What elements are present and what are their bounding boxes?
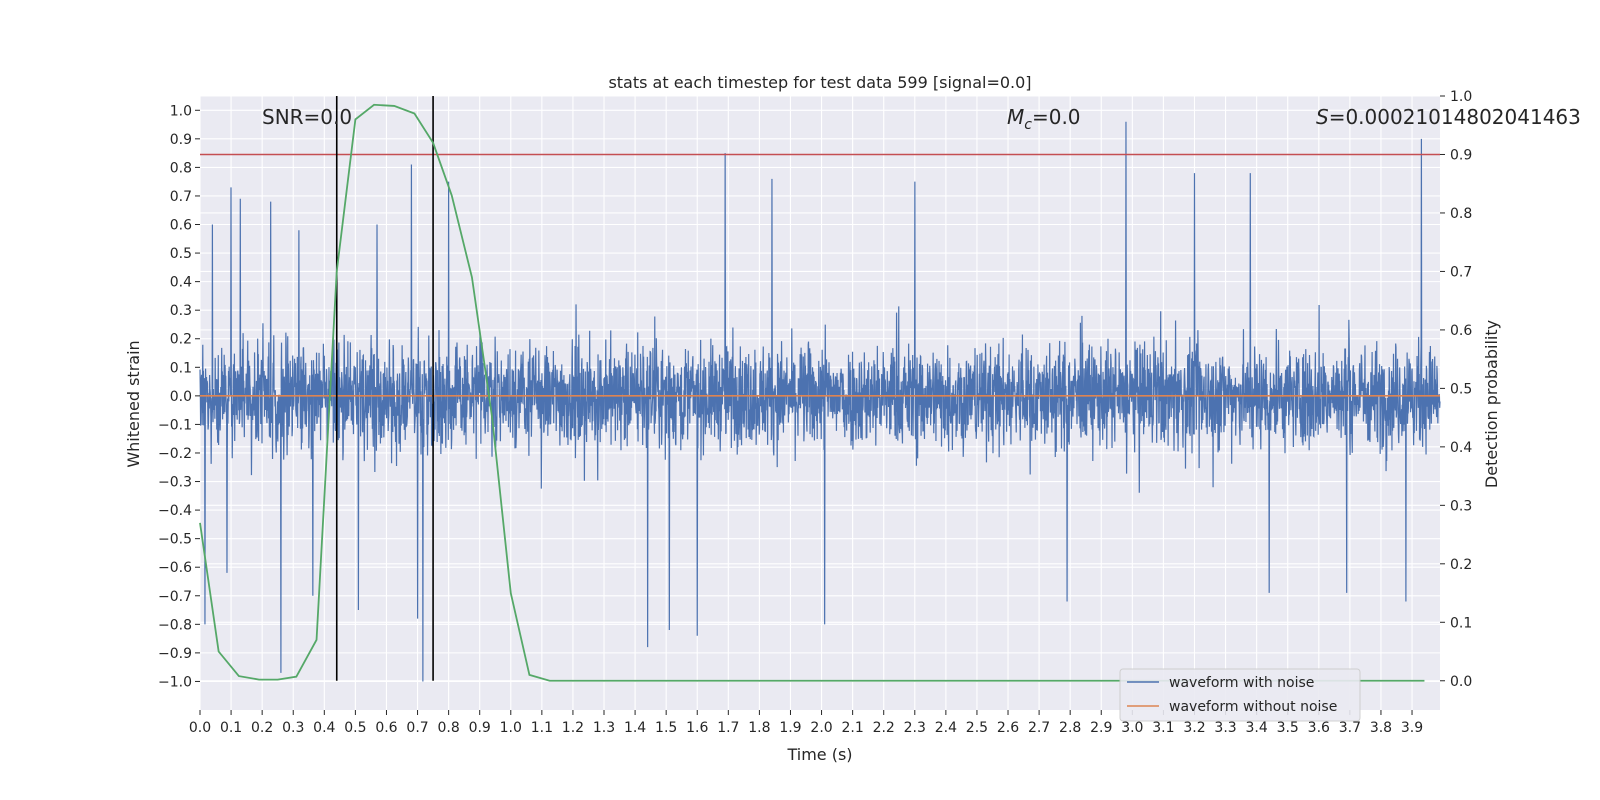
- x-tick-label: 1.9: [779, 720, 801, 736]
- y2-tick-label: 1.0: [1450, 89, 1472, 105]
- x-tick-label: 0.9: [469, 720, 491, 736]
- x-tick-label: 0.3: [282, 720, 304, 736]
- x-tick-label: 0.0: [189, 720, 211, 736]
- x-tick-label: 1.7: [717, 720, 739, 736]
- x-tick-label: 2.3: [904, 720, 926, 736]
- x-tick-label: 0.1: [220, 720, 242, 736]
- x-tick-label: 2.6: [997, 720, 1019, 736]
- y-axis-label: Whitened strain: [124, 340, 143, 467]
- mc-subscript: c: [1024, 117, 1032, 133]
- x-tick-label: 2.0: [810, 720, 832, 736]
- x-tick-label: 0.4: [313, 720, 335, 736]
- y2-tick-label: 0.1: [1450, 615, 1472, 631]
- y2-axis-label: Detection probability: [1482, 320, 1501, 488]
- x-tick-label: 2.1: [841, 720, 863, 736]
- y-tick-label: −0.5: [158, 532, 192, 548]
- x-tick-label: 0.6: [375, 720, 397, 736]
- y-tick-label: 0.6: [170, 218, 192, 234]
- x-tick-label: 0.5: [344, 720, 366, 736]
- y-tick-label: 1.0: [170, 103, 192, 119]
- x-tick-label: 3.8: [1370, 720, 1392, 736]
- x-tick-label: 1.0: [500, 720, 522, 736]
- x-tick-label: 3.9: [1401, 720, 1423, 736]
- legend-box: [1119, 668, 1361, 722]
- x-tick-label: 3.5: [1277, 720, 1299, 736]
- y-tick-label: −0.3: [158, 475, 192, 491]
- x-tick-label: 1.2: [562, 720, 584, 736]
- x-axis-ticks: 0.0 0.1 0.2 0.3 0.4 0.5 0.6 0.7 0.8 0.9 1.0 1.1 1.2 1…: [189, 710, 1423, 736]
- x-tick-label: 2.4: [935, 720, 957, 736]
- mc-annotation: Mc=0.0: [1007, 105, 1081, 133]
- y-tick-label: −0.6: [158, 560, 192, 576]
- y-tick-label: −0.2: [158, 446, 192, 462]
- x-tick-label: 3.3: [1214, 720, 1236, 736]
- y-tick-label: 0.4: [170, 275, 192, 291]
- s-annotation: S=0.00021014802041463: [1316, 105, 1581, 129]
- x-tick-label: 3.2: [1183, 720, 1205, 736]
- y-tick-label: −0.4: [158, 503, 192, 519]
- y2-axis-ticks: 1.0 0.9 0.8 0.7 0.6 0.5 0.4 0.3 0.2 0.1 0.0: [1440, 89, 1472, 690]
- x-tick-label: 3.0: [1121, 720, 1143, 736]
- y-tick-label: 0.0: [170, 389, 192, 405]
- y2-tick-label: 0.9: [1450, 147, 1472, 163]
- y-tick-label: −0.9: [158, 646, 192, 662]
- y2-tick-label: 0.4: [1450, 440, 1472, 456]
- y2-tick-label: 0.7: [1450, 264, 1472, 280]
- waveform-with-noise-line: [199, 121, 1441, 682]
- y2-tick-label: 0.5: [1450, 381, 1472, 397]
- y-tick-label: −1.0: [158, 674, 192, 690]
- y-tick-label: −0.7: [158, 589, 192, 605]
- snr-annotation: SNR=0.0: [262, 105, 352, 129]
- legend: waveform with noise waveform without noi…: [1119, 668, 1361, 722]
- overlay-lines: [199, 96, 1440, 682]
- y-tick-label: −0.1: [158, 417, 192, 433]
- x-tick-label: 1.1: [531, 720, 553, 736]
- x-tick-label: 2.5: [966, 720, 988, 736]
- mc-value: =0.0: [1032, 105, 1081, 129]
- y-axis-ticks: 1.0 0.9 0.8 0.7 0.6 0.5 0.4 0.3 0.2 0.1 0.0 −0.1 −0.…: [158, 103, 200, 690]
- y-tick-label: 0.2: [170, 332, 192, 348]
- x-axis-label: Time (s): [786, 745, 852, 764]
- chart-title: stats at each timestep for test data 599…: [608, 73, 1031, 92]
- x-tick-label: 3.1: [1152, 720, 1174, 736]
- legend-label-noise: waveform with noise: [1169, 675, 1314, 691]
- y-tick-label: 0.1: [170, 360, 192, 376]
- y2-tick-label: 0.3: [1450, 498, 1472, 514]
- legend-label-clean: waveform without noise: [1169, 699, 1337, 715]
- x-tick-label: 1.8: [748, 720, 770, 736]
- mc-symbol: M: [1007, 105, 1024, 129]
- x-tick-label: 0.2: [251, 720, 273, 736]
- x-tick-label: 3.6: [1308, 720, 1330, 736]
- y2-tick-label: 0.8: [1450, 206, 1472, 222]
- series-waveform-with-noise: [199, 121, 1441, 682]
- y-tick-label: 0.3: [170, 303, 192, 319]
- x-tick-label: 0.8: [437, 720, 459, 736]
- x-tick-label: 1.3: [593, 720, 615, 736]
- y-tick-label: 0.7: [170, 189, 192, 205]
- x-tick-label: 3.7: [1339, 720, 1361, 736]
- x-tick-label: 2.8: [1059, 720, 1081, 736]
- y2-tick-label: 0.0: [1450, 674, 1472, 690]
- x-tick-label: 1.5: [655, 720, 677, 736]
- x-tick-label: 2.2: [873, 720, 895, 736]
- y-tick-label: 0.9: [170, 132, 192, 148]
- x-tick-label: 1.6: [686, 720, 708, 736]
- x-tick-label: 3.4: [1246, 720, 1268, 736]
- y-tick-label: −0.8: [158, 617, 192, 633]
- x-tick-label: 0.7: [406, 720, 428, 736]
- y2-tick-label: 0.2: [1450, 557, 1472, 573]
- x-tick-label: 1.4: [624, 720, 646, 736]
- x-tick-label: 2.7: [1028, 720, 1050, 736]
- y2-tick-label: 0.6: [1450, 323, 1472, 339]
- detection-probability-line: [199, 103, 1425, 682]
- y-tick-label: 0.8: [170, 160, 192, 176]
- s-value: =0.00021014802041463: [1329, 105, 1581, 129]
- x-tick-label: 2.9: [1090, 720, 1112, 736]
- y-tick-label: 0.5: [170, 246, 192, 262]
- s-symbol: S: [1316, 105, 1329, 129]
